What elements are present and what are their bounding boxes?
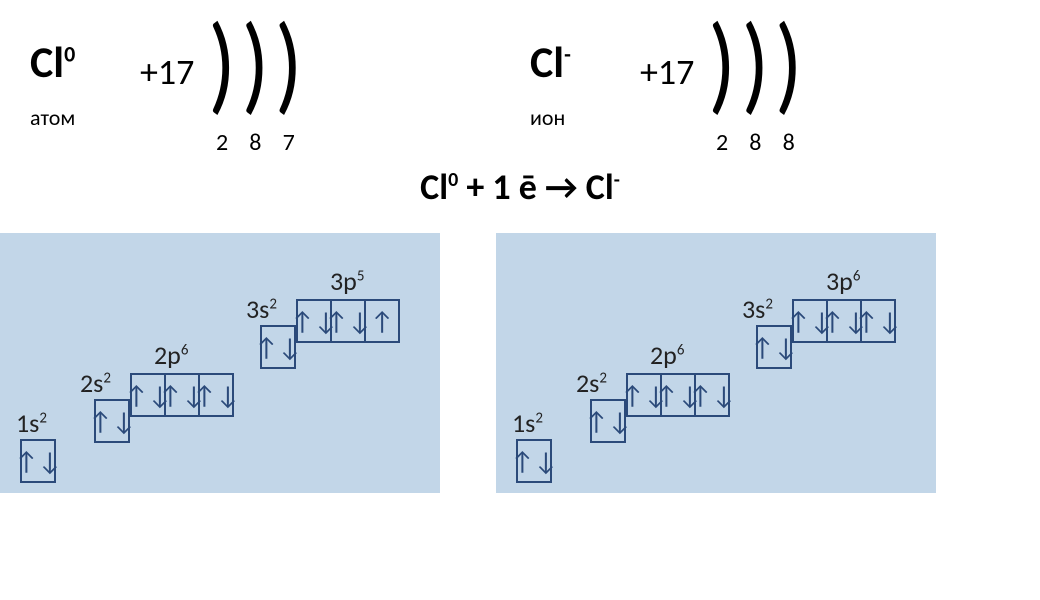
orbital-box: ↑↓ bbox=[20, 439, 56, 483]
sublevel-label-sup: 6 bbox=[853, 267, 861, 285]
orbital-group: ↑↓ bbox=[20, 439, 56, 483]
sublevel-label-sup: 5 bbox=[357, 267, 365, 285]
electron-shell: )8 bbox=[775, 16, 802, 157]
eq-middle: + 1 ē → bbox=[458, 165, 586, 209]
orbital-group: ↑↓↑↓↑↓ bbox=[626, 373, 730, 417]
symbol-base: Cl bbox=[530, 35, 564, 89]
element-symbol: Cl0 bbox=[30, 40, 140, 84]
sublevel-label-sup: 2 bbox=[39, 409, 47, 427]
shell-electron-count: 2 bbox=[716, 128, 728, 157]
shell-electron-count: 7 bbox=[283, 128, 295, 157]
sublevel-label: 2p6 bbox=[154, 339, 188, 371]
nucleus-charge: +17 bbox=[640, 50, 694, 94]
shell-arc-icon: ) bbox=[242, 13, 269, 116]
sublevel-label-sup: 6 bbox=[181, 341, 189, 359]
shell-electron-count: 8 bbox=[783, 128, 795, 157]
element-symbol: Cl- bbox=[530, 40, 640, 84]
sublevel-label-sup: 2 bbox=[599, 369, 607, 387]
sublevel-label: 2s2 bbox=[576, 367, 607, 399]
orbital-diagram-ion: 1s2↑↓2s2↑↓2p6↑↓↑↓↑↓3s2↑↓3p6↑↓↑↓↑↓ bbox=[496, 233, 936, 493]
shell-arc-icon: ) bbox=[742, 13, 769, 116]
sublevel-label-base: 3s bbox=[246, 293, 269, 325]
symbol-charge: - bbox=[564, 40, 571, 67]
nucleus-charge: +17 bbox=[140, 50, 194, 94]
species-ion: Cl- ион +17 )2)8)8 bbox=[530, 16, 1000, 157]
sublevel-label-base: 3p bbox=[826, 265, 853, 297]
sublevel-label: 3s2 bbox=[246, 293, 277, 325]
ionization-equation: Cl0 + 1 ē → Cl- bbox=[0, 165, 1040, 209]
sublevel-label: 2s2 bbox=[80, 367, 111, 399]
sublevel-label-sup: 2 bbox=[269, 295, 277, 313]
shell-arc-icon: ) bbox=[275, 13, 302, 116]
sublevel-label-base: 1s bbox=[16, 407, 39, 439]
sublevel-label: 3p6 bbox=[826, 265, 860, 297]
sublevel-label-base: 2p bbox=[154, 339, 181, 371]
electron-shell: )8 bbox=[242, 16, 269, 157]
shell-electron-count: 2 bbox=[216, 128, 228, 157]
sublevel-label-base: 3s bbox=[742, 293, 765, 325]
sublevel-label-sup: 2 bbox=[535, 409, 543, 427]
symbol-charge: 0 bbox=[64, 40, 75, 67]
species-atom: Cl0 атом +17 )2)8)7 bbox=[30, 16, 500, 157]
orbital-box: ↑ bbox=[364, 299, 400, 343]
orbital-box: ↑↓ bbox=[198, 373, 234, 417]
shell-arc-icon: ) bbox=[208, 13, 235, 116]
eq-rhs-base: Cl bbox=[586, 165, 614, 209]
orbital-group: ↑↓↑↓↑ bbox=[296, 299, 400, 343]
orbital-box: ↑↓ bbox=[860, 299, 896, 343]
sublevel-label: 3s2 bbox=[742, 293, 773, 325]
sublevel-label-sup: 6 bbox=[677, 341, 685, 359]
shell-arc-icon: ) bbox=[708, 13, 735, 116]
sublevel-label: 3p5 bbox=[330, 265, 364, 297]
shells-atom: )2)8)7 bbox=[202, 16, 302, 157]
sublevel-label-base: 2s bbox=[576, 367, 599, 399]
shell-schemes-row: Cl0 атом +17 )2)8)7 Cl- ион +17 )2)8)8 bbox=[0, 0, 1040, 157]
shell-electron-count: 8 bbox=[749, 128, 761, 157]
electron-shell: )7 bbox=[275, 16, 302, 157]
eq-lhs-base: Cl bbox=[420, 165, 448, 209]
shell-arc-icon: ) bbox=[775, 13, 802, 116]
orbital-group: ↑↓↑↓↑↓ bbox=[792, 299, 896, 343]
electron-shell: )2 bbox=[208, 16, 235, 157]
orbital-diagrams-row: 1s2↑↓2s2↑↓2p6↑↓↑↓↑↓3s2↑↓3p5↑↓↑↓↑ 1s2↑↓2s… bbox=[0, 233, 1040, 493]
sublevel-label-base: 2p bbox=[650, 339, 677, 371]
shells-ion: )2)8)8 bbox=[702, 16, 802, 157]
orbital-box: ↑↓ bbox=[694, 373, 730, 417]
sublevel-label-sup: 2 bbox=[765, 295, 773, 313]
sublevel-label: 2p6 bbox=[650, 339, 684, 371]
symbol-column: Cl- ион bbox=[530, 16, 640, 131]
orbital-group: ↑↓↑↓↑↓ bbox=[130, 373, 234, 417]
type-label: ион bbox=[530, 104, 640, 131]
orbital-group: ↑↓ bbox=[516, 439, 552, 483]
type-label: атом bbox=[30, 104, 140, 131]
symbol-base: Cl bbox=[30, 35, 64, 89]
electron-shell: )2 bbox=[708, 16, 735, 157]
eq-lhs-sup: 0 bbox=[448, 168, 458, 192]
shell-electron-count: 8 bbox=[249, 128, 261, 157]
orbital-diagram-atom: 1s2↑↓2s2↑↓2p6↑↓↑↓↑↓3s2↑↓3p5↑↓↑↓↑ bbox=[0, 233, 440, 493]
sublevel-label-base: 1s bbox=[512, 407, 535, 439]
electron-shell: )8 bbox=[742, 16, 769, 157]
sublevel-label-base: 3p bbox=[330, 265, 357, 297]
sublevel-label: 1s2 bbox=[512, 407, 543, 439]
sublevel-label-base: 2s bbox=[80, 367, 103, 399]
orbital-box: ↑↓ bbox=[516, 439, 552, 483]
eq-rhs-sup: - bbox=[614, 168, 620, 192]
sublevel-label-sup: 2 bbox=[103, 369, 111, 387]
orbital-box: ↑↓ bbox=[330, 299, 366, 343]
sublevel-label: 1s2 bbox=[16, 407, 47, 439]
symbol-column: Cl0 атом bbox=[30, 16, 140, 131]
